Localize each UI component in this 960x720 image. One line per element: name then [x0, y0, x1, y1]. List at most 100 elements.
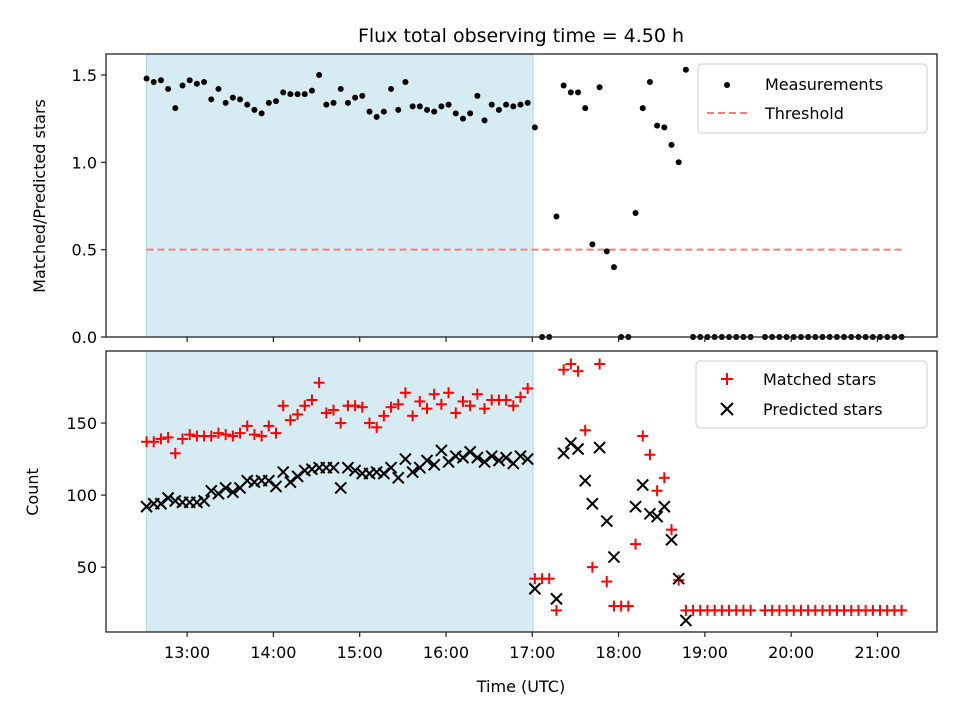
predicted-star-point	[334, 481, 347, 495]
measurement-point	[193, 80, 200, 87]
matched-star-point	[270, 427, 282, 439]
top-legend-frame	[697, 63, 928, 134]
measurement-point	[553, 213, 560, 220]
chart-title: Flux total observing time = 4.50 h	[358, 25, 684, 47]
predicted-star-point	[571, 442, 585, 456]
top-axes: 0.0 0.5 1.0 1.5 Matched/Predicted stars Mea…	[30, 53, 938, 347]
predicted-star-point	[463, 445, 477, 459]
measurement-point	[610, 264, 617, 271]
predicted-star-point	[269, 480, 283, 493]
predicted-star-point	[672, 572, 685, 585]
y-tick-label: 150	[66, 414, 97, 433]
legend-measurements-marker-icon	[724, 82, 730, 88]
measurement-point	[402, 78, 409, 85]
matched-star-point	[263, 420, 275, 432]
predicted-star-point	[399, 452, 412, 466]
measurement-point	[373, 113, 380, 120]
measurement-point	[172, 105, 179, 112]
x-tick-label: 13:00	[164, 643, 210, 662]
matched-star-point	[363, 417, 375, 429]
measurement-point	[344, 99, 351, 106]
measurement-point	[359, 92, 366, 99]
matched-star-point	[479, 403, 491, 415]
predicted-star-point	[499, 451, 513, 464]
measurement-point	[330, 99, 337, 106]
measurement-point	[366, 108, 373, 115]
measurement-point	[157, 77, 164, 84]
measurement-point	[438, 103, 445, 110]
predicted-stars-points	[140, 437, 693, 627]
predicted-star-point	[550, 592, 563, 606]
x-tick-label: 15:00	[337, 643, 383, 662]
legend-predicted-label: Predicted stars	[763, 400, 883, 419]
predicted-star-point	[471, 451, 484, 464]
matched-star-point	[220, 429, 232, 441]
predicted-star-point	[384, 461, 398, 474]
measurement-point	[251, 106, 258, 113]
x-tick-label: 14:00	[250, 643, 296, 662]
y-tick-label: 1.5	[72, 66, 97, 85]
predicted-star-point	[456, 451, 470, 464]
measurement-point	[474, 92, 481, 99]
matched-star-point	[658, 472, 670, 484]
measurement-point	[596, 84, 603, 91]
matched-star-point	[378, 410, 390, 422]
matched-star-point	[162, 431, 174, 443]
measurement-point	[215, 85, 222, 92]
shaded-observing-span	[146, 350, 534, 633]
matched-star-point	[514, 391, 526, 403]
matched-star-point	[256, 430, 268, 442]
matched-star-point	[594, 358, 606, 370]
matched-star-point	[248, 429, 260, 441]
matched-star-point	[277, 400, 289, 412]
top-y-axis-label: Matched/Predicted stars	[30, 99, 49, 293]
matched-star-point	[471, 388, 483, 400]
y-tick-label: 100	[66, 486, 97, 505]
legend-matched-plus-icon	[721, 373, 733, 385]
top-legend: Measurements Threshold	[697, 63, 928, 134]
matched-star-point	[435, 398, 447, 410]
measurement-point	[143, 75, 150, 82]
predicted-star-point	[154, 497, 168, 510]
matched-star-point	[399, 387, 411, 399]
x-axis-label: Time (UTC)	[476, 677, 565, 696]
predicted-star-point	[392, 471, 405, 485]
measurement-point	[495, 106, 502, 113]
matched-star-point	[543, 573, 555, 585]
matched-star-point	[622, 600, 634, 612]
measurement-point	[380, 108, 387, 115]
x-tick-label: 20:00	[768, 643, 814, 662]
matched-star-point	[335, 417, 347, 429]
measurement-point	[603, 248, 610, 255]
measurement-point	[244, 101, 251, 108]
measurement-point	[308, 87, 315, 94]
matched-star-point	[637, 430, 649, 442]
matched-star-point	[241, 420, 253, 432]
matched-star-point	[234, 427, 246, 439]
predicted-star-point	[528, 582, 542, 595]
predicted-star-point	[593, 441, 606, 454]
matched-star-point	[371, 421, 383, 433]
legend-measurements-label: Measurements	[765, 75, 883, 94]
matched-star-point	[666, 524, 678, 536]
matched-star-point	[428, 388, 440, 400]
x-tick-label: 18:00	[596, 643, 642, 662]
matched-star-point	[651, 485, 663, 497]
measurement-point	[294, 91, 301, 98]
measurement-point	[179, 82, 186, 89]
measurement-point	[316, 71, 323, 78]
matched-star-point	[184, 429, 196, 441]
matched-star-point	[299, 400, 311, 412]
bottom-y-ticks: 50 100 150	[66, 414, 106, 577]
matched-star-point	[896, 604, 908, 616]
matched-star-point	[565, 358, 577, 370]
measurement-point	[517, 101, 524, 108]
measurement-point	[165, 85, 172, 92]
measurement-point	[395, 106, 402, 113]
predicted-star-point	[514, 449, 527, 463]
measurement-point	[646, 78, 653, 85]
measurement-point	[280, 89, 287, 96]
predicted-star-point	[492, 454, 506, 467]
matched-star-point	[414, 395, 426, 407]
